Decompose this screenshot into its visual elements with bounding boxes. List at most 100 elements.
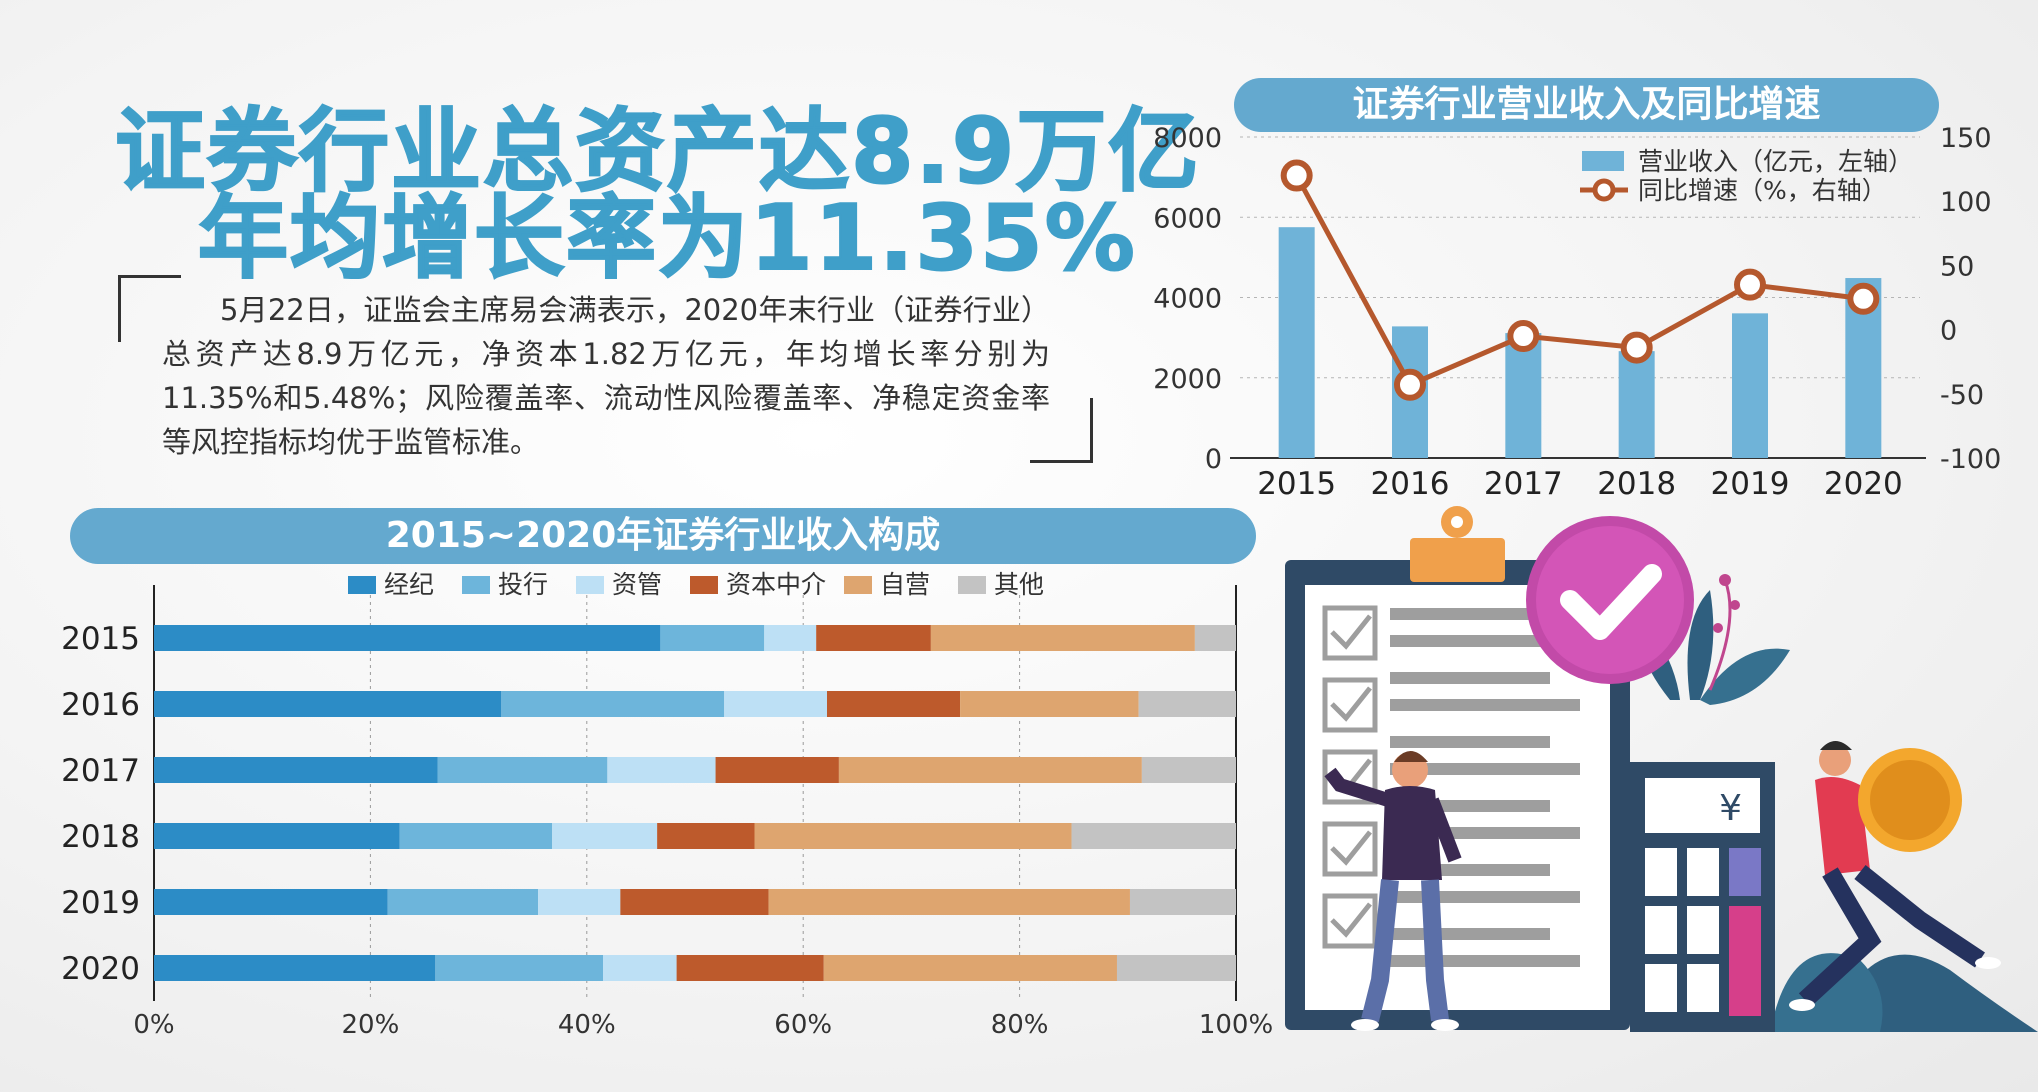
bracket-top-left: [118, 275, 181, 342]
coin-icon: [1858, 748, 1962, 852]
y-right-tick-label: 50: [1940, 251, 1974, 282]
person-icon: [1324, 751, 1462, 1031]
segment-投行: [660, 625, 765, 651]
segment-投行: [435, 955, 604, 981]
revenue-growth-chart: 0 2000 4000 6000 8000 -100 -50 0 50 100 150 2015 201…: [1153, 123, 2001, 500]
y-left-tick-label: 4000: [1153, 284, 1222, 315]
x-tick-label: 2017: [1484, 466, 1563, 500]
growth-line: [1294, 174, 1864, 389]
summary-paragraph: 5月22日，证监会主席易会满表示，2020年末行业（证券行业）总资产达8.9万亿…: [162, 293, 1050, 459]
y-right-tick-label: 100: [1940, 187, 1992, 218]
segment-资本中介: [620, 889, 769, 915]
segment-资本中介: [827, 691, 961, 717]
finance-illustration: ¥: [1285, 506, 2038, 1032]
legend-swatch: [958, 576, 986, 594]
y-right-tick-label: -100: [1940, 444, 2001, 475]
segment-自营: [838, 757, 1142, 783]
revenue-chart-title: 证券行业营业收入及同比增速: [1234, 78, 1939, 132]
revenue-bar: [1278, 227, 1315, 458]
y-tick-label: 2018: [61, 819, 140, 855]
growth-point: [1507, 320, 1540, 353]
y-right-tick-label: 150: [1940, 123, 1992, 154]
segment-其他: [1129, 889, 1236, 915]
legend-label: 资本中介: [726, 570, 826, 599]
income-composition-chart: 0% 20% 40% 60% 80% 100% 2015 2016 2017 2018 2019 20…: [61, 570, 1273, 1040]
y-tick-label: 2015: [61, 621, 140, 657]
legend-swatch: [348, 576, 376, 594]
growth-point: [1734, 268, 1766, 301]
y-tick-label: 2016: [61, 687, 140, 723]
x-tick-label: 2016: [1371, 466, 1450, 500]
legend-label: 经纪: [384, 570, 434, 599]
segment-自营: [754, 823, 1072, 849]
y-tick-label: 2017: [61, 753, 140, 789]
segment-其他: [1194, 625, 1236, 651]
segment-经纪: [154, 691, 502, 717]
currency-symbol: ¥: [1719, 788, 1742, 829]
calculator-icon: ¥: [1630, 762, 1775, 1032]
segment-资管: [603, 955, 677, 981]
legend-label: 投行: [498, 570, 548, 599]
segment-经纪: [154, 757, 438, 783]
y-right-tick-label: -50: [1940, 380, 1984, 411]
segment-自营: [768, 889, 1130, 915]
y-tick-label: 2020: [61, 951, 140, 987]
headline-line-1: 证券行业总资产达8.9万亿: [114, 98, 1201, 205]
composition-chart-title: 2015~2020年证券行业收入构成: [70, 508, 1256, 564]
coin-person-icon: [1789, 741, 2001, 1011]
segment-资管: [607, 757, 716, 783]
growth-point: [1847, 282, 1880, 315]
x-tick-label: 2020: [1824, 466, 1903, 500]
y-left-tick-label: 2000: [1153, 364, 1222, 395]
x-tick-label: 2015: [1257, 466, 1336, 500]
segment-其他: [1141, 757, 1236, 783]
segment-资管: [724, 691, 828, 717]
segment-投行: [437, 757, 608, 783]
segment-资本中介: [816, 625, 931, 651]
y-right-tick-label: 0: [1940, 316, 1957, 347]
segment-资本中介: [676, 955, 824, 981]
segment-投行: [399, 823, 553, 849]
y-left-tick-label: 0: [1205, 444, 1222, 475]
segment-经纪: [154, 889, 388, 915]
segment-资管: [538, 889, 621, 915]
segment-经纪: [154, 955, 436, 981]
segment-自营: [823, 955, 1117, 981]
segment-其他: [1116, 955, 1236, 981]
x-tick-label: 2018: [1597, 466, 1676, 500]
segment-自营: [960, 691, 1139, 717]
legend-swatch: [576, 576, 604, 594]
segment-投行: [387, 889, 539, 915]
bracket-bottom-right: [1030, 398, 1093, 463]
legend-swatch-revenue: [1582, 151, 1624, 171]
legend-swatch-growth-point: [1592, 178, 1616, 202]
legend-swatch: [690, 576, 718, 594]
segment-其他: [1071, 823, 1236, 849]
x-tick-label: 40%: [558, 1010, 616, 1040]
legend-label-revenue: 营业收入（亿元，左轴）: [1638, 147, 1913, 176]
legend-label: 资管: [612, 570, 662, 599]
growth-point: [1620, 331, 1653, 364]
y-left-tick-label: 8000: [1153, 123, 1222, 154]
legend-label: 自营: [880, 570, 930, 599]
x-tick-label: 100%: [1199, 1010, 1273, 1040]
segment-资本中介: [657, 823, 755, 849]
segment-自营: [930, 625, 1195, 651]
x-tick-label: 20%: [342, 1010, 400, 1040]
growth-point: [1394, 368, 1426, 401]
checkmark-badge-icon: [1526, 516, 1694, 684]
y-tick-label: 2019: [61, 885, 140, 921]
segment-投行: [501, 691, 725, 717]
x-tick-label: 0%: [133, 1010, 174, 1040]
legend-label: 其他: [994, 570, 1044, 599]
segment-其他: [1138, 691, 1236, 717]
growth-point: [1280, 159, 1313, 192]
revenue-bar: [1732, 313, 1768, 458]
x-tick-label: 2019: [1711, 466, 1790, 500]
segment-资管: [764, 625, 817, 651]
revenue-bar: [1618, 351, 1655, 458]
revenue-bar: [1505, 333, 1542, 458]
segment-资管: [552, 823, 658, 849]
legend-swatch: [844, 576, 872, 594]
segment-经纪: [154, 823, 400, 849]
